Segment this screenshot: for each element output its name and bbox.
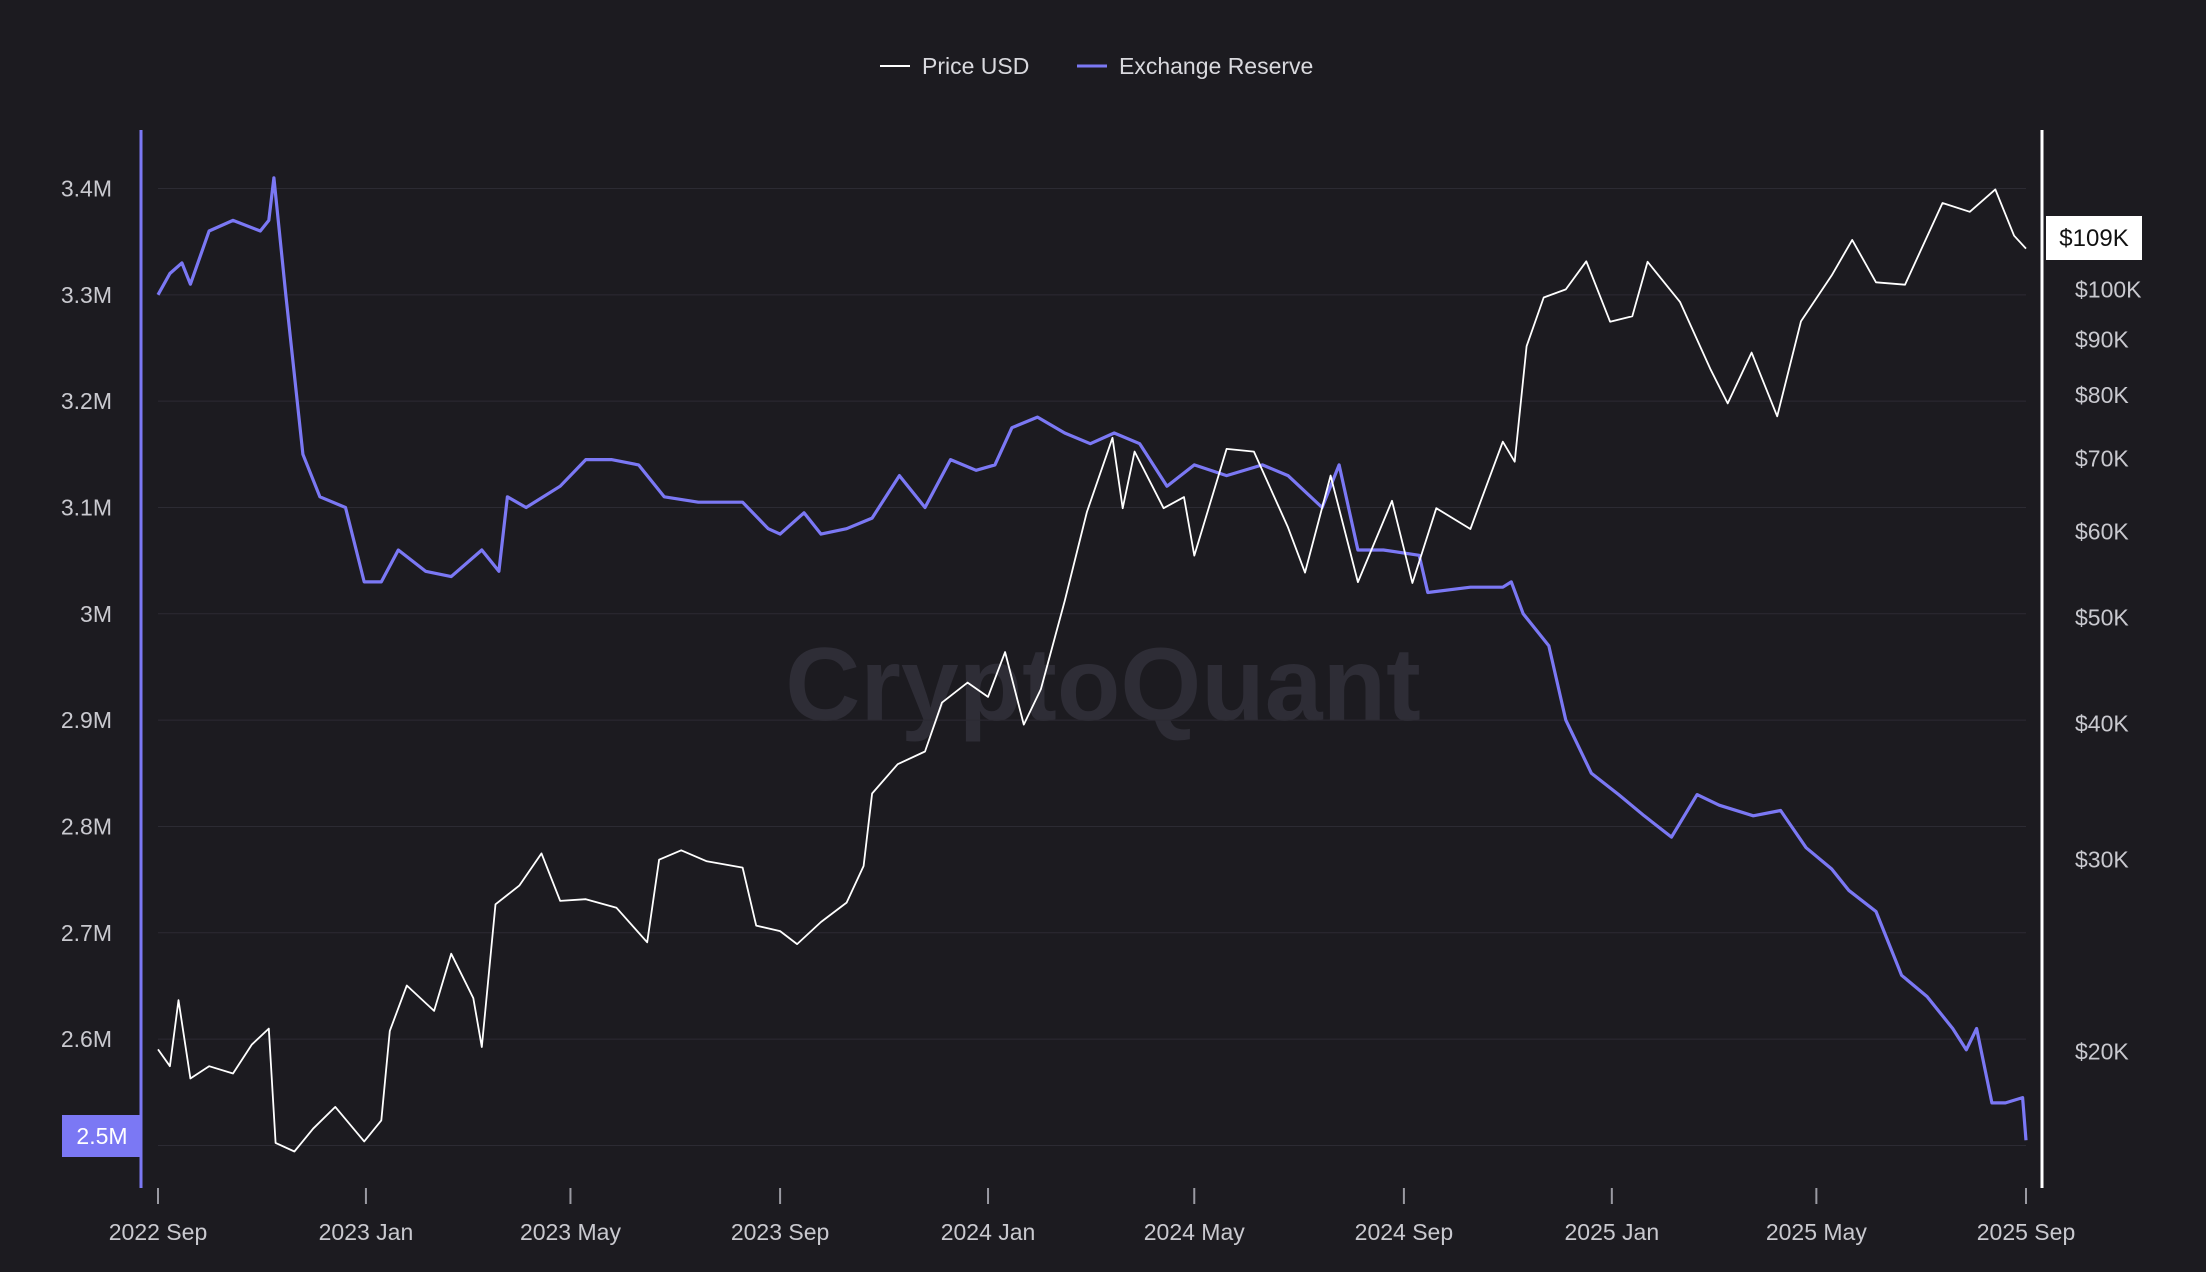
gridlines [158, 187, 2026, 1146]
left-current-badge: 2.5M [62, 1115, 142, 1157]
left-tick-label: 3.1M [61, 494, 112, 520]
left-tick-label: 2.6M [61, 1026, 112, 1052]
right-current-badge: $109K [2046, 216, 2142, 260]
right-tick-label: $70K [2075, 445, 2129, 471]
legend-label-price: Price USD [922, 53, 1029, 79]
legend-item-price[interactable]: Price USD [880, 53, 1029, 79]
right-current-badge-box [2046, 216, 2142, 260]
right-current-value: $109K [2059, 225, 2128, 252]
right-tick-label: $50K [2075, 605, 2129, 631]
left-tick-label: 3.4M [61, 175, 112, 201]
x-tick-label: 2023 Jan [319, 1219, 414, 1245]
x-tick-label: 2023 Sep [731, 1219, 829, 1245]
series-layer [156, 176, 2028, 1153]
right-tick-label: $30K [2075, 847, 2129, 873]
x-tick-label: 2023 May [520, 1219, 622, 1245]
right-tick-label: $60K [2075, 518, 2129, 544]
legend-item-exchange-reserve[interactable]: Exchange Reserve [1077, 53, 1313, 79]
right-tick-label: $20K [2075, 1039, 2129, 1065]
legend: Price USD Exchange Reserve [880, 53, 1313, 79]
right-tick-label: $90K [2075, 326, 2129, 352]
series-line-price [157, 188, 2027, 1153]
right-axis: $20K $30K $40K $50K $60K $70K $80K $90K $100K [2075, 276, 2142, 1064]
x-tick-label: 2025 Sep [1977, 1219, 2075, 1245]
x-tick-label: 2024 May [1144, 1219, 1246, 1245]
watermark: CryptoQuant [785, 627, 1421, 743]
left-tick-label: 2.8M [61, 813, 112, 839]
legend-label-exchange-reserve: Exchange Reserve [1119, 53, 1313, 79]
x-tick-label: 2024 Jan [941, 1219, 1036, 1245]
right-tick-label: $80K [2075, 382, 2129, 408]
x-tick-label: 2025 Jan [1565, 1219, 1660, 1245]
left-tick-label: 3.3M [61, 282, 112, 308]
series-line-exchange-reserve [156, 176, 2028, 1141]
left-tick-label: 2.9M [61, 707, 112, 733]
x-tick-label: 2024 Sep [1355, 1219, 1453, 1245]
left-tick-label: 2.7M [61, 920, 112, 946]
right-tick-label: $100K [2075, 276, 2142, 302]
left-tick-label: 3.2M [61, 388, 112, 414]
left-current-badge-box [62, 1115, 142, 1157]
x-tick-label: 2022 Sep [109, 1219, 207, 1245]
x-tick-label: 2025 May [1766, 1219, 1868, 1245]
x-axis: 2022 Sep 2023 Jan 2023 May 2023 Sep 2024 Jan… [109, 1188, 2075, 1245]
right-tick-label: $40K [2075, 710, 2129, 736]
left-tick-label: 3M [80, 601, 112, 627]
left-current-value: 2.5M [76, 1123, 127, 1149]
